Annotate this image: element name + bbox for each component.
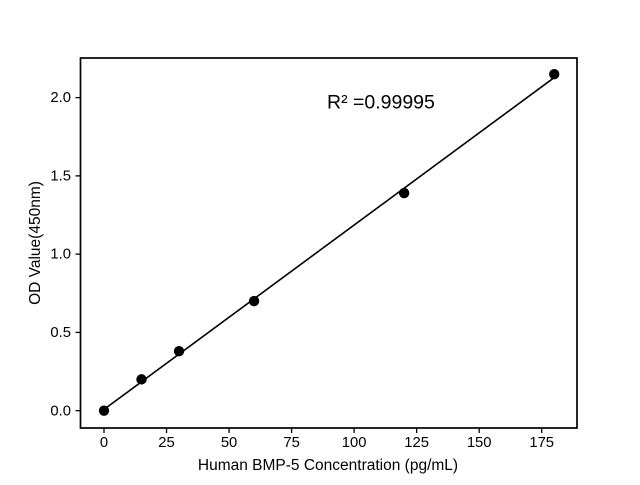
svg-text:Human BMP-5 Concentration (pg/: Human BMP-5 Concentration (pg/mL) — [198, 457, 458, 474]
svg-text:50: 50 — [221, 435, 237, 451]
svg-text:1.5: 1.5 — [50, 169, 71, 185]
svg-text:0: 0 — [100, 435, 108, 451]
svg-text:25: 25 — [158, 435, 174, 451]
svg-text:125: 125 — [404, 435, 429, 451]
svg-text:OD Value(450nm): OD Value(450nm) — [27, 181, 44, 305]
svg-text:175: 175 — [529, 435, 554, 451]
svg-text:2.0: 2.0 — [50, 90, 71, 106]
svg-text:0.5: 0.5 — [50, 325, 71, 341]
svg-text:150: 150 — [467, 435, 492, 451]
svg-text:75: 75 — [283, 435, 299, 451]
svg-text:0.0: 0.0 — [50, 403, 71, 419]
svg-text:R² =0.99995: R² =0.99995 — [327, 92, 435, 114]
svg-text:1.0: 1.0 — [50, 247, 71, 263]
svg-text:100: 100 — [342, 435, 367, 451]
